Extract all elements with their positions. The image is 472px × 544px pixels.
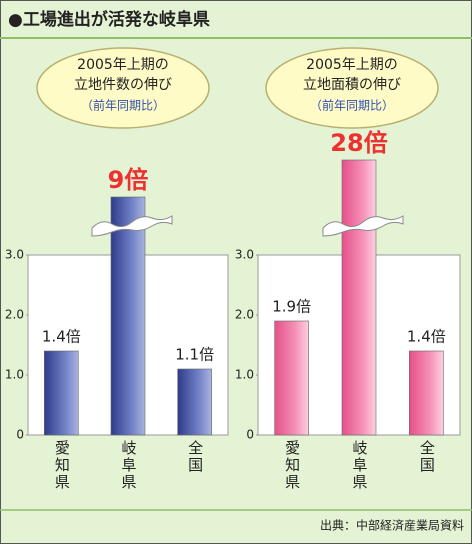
y-tick-label: 1.0	[235, 368, 254, 382]
chart-subtitle: （前年同期比）	[81, 98, 165, 113]
value-label: 1.1倍	[175, 346, 214, 364]
x-tick-label: 岐阜県	[120, 440, 138, 491]
chart-title: 2005年上期の	[306, 57, 398, 73]
bar	[177, 368, 212, 436]
title-bubble	[265, 47, 439, 129]
chart-title: 2005年上期の	[77, 57, 169, 73]
bar	[409, 350, 444, 436]
chart-title: 立地面積の伸び	[303, 77, 401, 93]
bar	[274, 320, 309, 436]
bar	[341, 159, 377, 436]
source: 出典：中部経済産業局資料	[320, 518, 464, 533]
chart-subtitle: （前年同期比）	[310, 98, 394, 113]
y-tick-label: 0	[16, 428, 24, 442]
x-tick-label: 愛知県	[53, 440, 71, 491]
value-label: 1.9倍	[272, 298, 311, 316]
value-label: 9倍	[108, 166, 149, 194]
title-bubble	[36, 47, 210, 129]
x-tick-label: 愛知県	[283, 440, 301, 491]
axis-break	[322, 215, 404, 237]
bar	[110, 196, 146, 436]
y-tick-label: 3.0	[235, 248, 254, 262]
y-tick-label: 0	[246, 428, 254, 442]
y-tick-label: 3.0	[5, 248, 24, 262]
y-tick-label: 2.0	[235, 308, 254, 322]
page-title: ●工場進出が活発な岐阜県	[8, 9, 210, 30]
y-tick-label: 2.0	[5, 308, 24, 322]
value-label: 1.4倍	[42, 328, 81, 346]
y-tick-label: 1.0	[5, 368, 24, 382]
value-label: 28倍	[330, 129, 387, 157]
value-label: 1.4倍	[407, 328, 446, 346]
chart-title: 立地件数の伸び	[74, 77, 172, 93]
x-tick-label: 全国	[186, 439, 204, 474]
x-tick-label: 全国	[418, 439, 436, 474]
bar	[44, 350, 79, 436]
x-tick-label: 岐阜県	[351, 440, 369, 491]
axis-break	[91, 215, 173, 237]
